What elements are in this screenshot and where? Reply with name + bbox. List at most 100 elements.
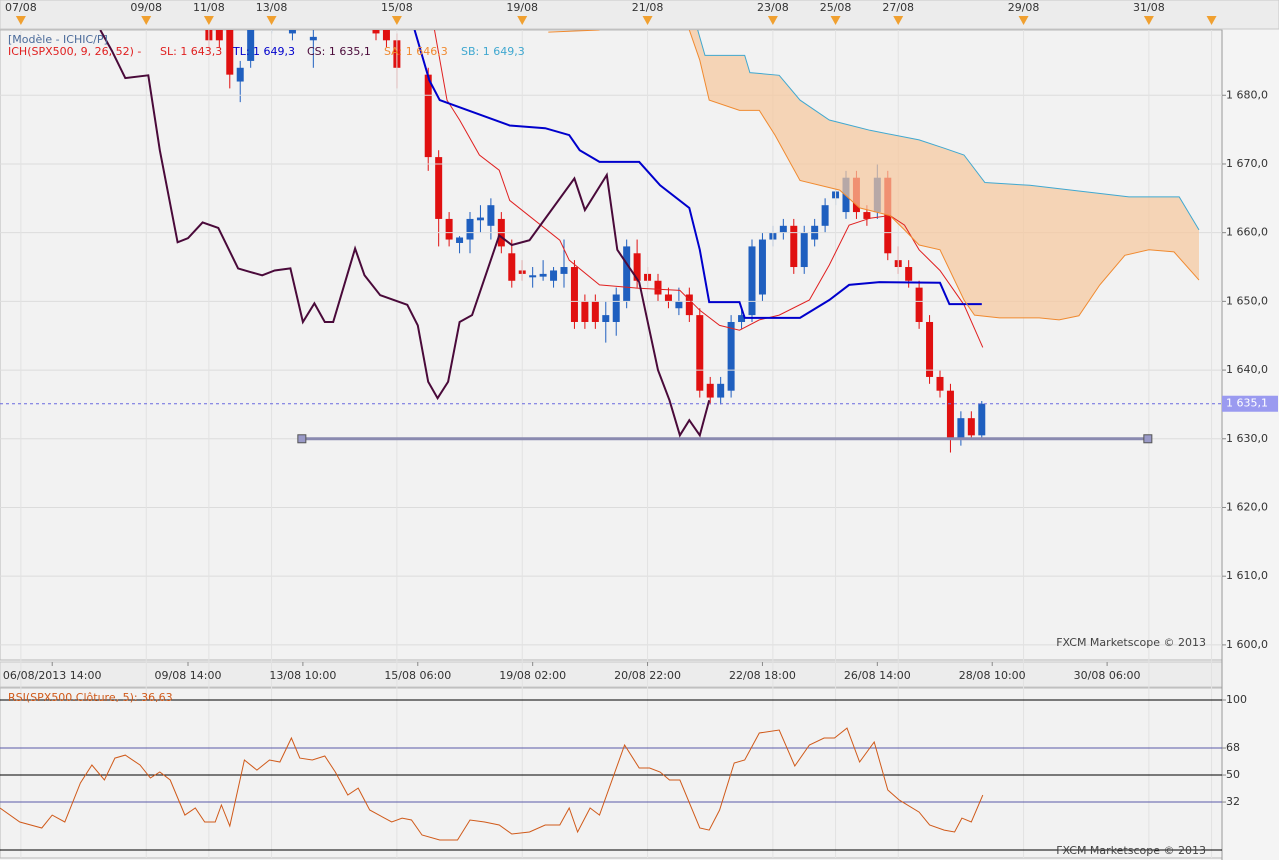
x2-tick-label: 19/08 <box>506 1 538 14</box>
candle-body <box>821 205 829 226</box>
top-tick-marker <box>266 16 277 25</box>
candle-body <box>748 246 756 316</box>
candle-body <box>654 280 662 295</box>
candle-body <box>529 275 537 278</box>
candle-body <box>487 205 495 226</box>
x2-tick-label: 07/08 <box>5 1 37 14</box>
y-tick-label: 68 <box>1226 741 1240 754</box>
x2-tick-label: 29/08 <box>1008 1 1040 14</box>
top-tick-marker <box>517 16 528 25</box>
candle-body <box>570 267 578 322</box>
chart-title: [Modèle - ICHIC/P] <box>8 33 108 46</box>
series-line <box>548 30 1200 321</box>
top-tick-marker <box>1206 16 1217 25</box>
bottom-axis <box>0 661 1223 688</box>
candle-body <box>717 383 725 398</box>
candle-body <box>591 301 599 322</box>
x-tick-label: 06/08/2013 14:00 <box>3 669 102 682</box>
candle-body <box>905 267 913 281</box>
candle-body <box>800 232 808 268</box>
support-handle <box>1143 434 1153 444</box>
legend-entry: SL: 1 643,3 <box>160 45 222 58</box>
candle-body <box>560 267 568 274</box>
candle-body <box>466 218 474 240</box>
legend-entry: CS: 1 635,1 <box>307 45 371 58</box>
x2-tick-label: 11/08 <box>193 1 225 14</box>
candle-body <box>247 30 255 61</box>
candle-body <box>967 418 975 436</box>
y-tick-label: 1 610,0 <box>1226 569 1268 582</box>
x-tick-label: 19/08 02:00 <box>499 669 566 682</box>
candle-body <box>779 225 787 233</box>
candle-body <box>664 294 672 302</box>
price-pane <box>0 29 1223 661</box>
y-tick-label: 1 600,0 <box>1226 638 1268 651</box>
candle-body <box>926 321 934 377</box>
candle-body <box>226 30 234 75</box>
x2-tick-label: 31/08 <box>1133 1 1165 14</box>
rsi-pane <box>0 687 1223 859</box>
x2-tick-label: 21/08 <box>632 1 664 14</box>
candle-body <box>706 383 714 398</box>
series-line <box>0 727 984 841</box>
candle-body <box>957 418 965 439</box>
x-tick-label: 20/08 22:00 <box>614 669 681 682</box>
y-tick-label: 100 <box>1226 693 1247 706</box>
y-tick-label: 1 620,0 <box>1226 500 1268 513</box>
candle-body <box>508 253 516 281</box>
candle-body <box>382 30 390 41</box>
top-axis <box>0 0 1279 30</box>
candle-body <box>790 225 798 268</box>
last-price-label: 1 635,1 <box>1226 397 1268 410</box>
y-tick-label: 32 <box>1226 795 1240 808</box>
series-line <box>99 30 711 438</box>
x-tick-label: 28/08 10:00 <box>959 669 1026 682</box>
series-line <box>697 30 1200 231</box>
legend-entry: SA: 1 646,3 <box>384 45 448 58</box>
candle-body <box>550 270 558 281</box>
series-line <box>413 30 982 319</box>
x2-tick-label: 13/08 <box>256 1 288 14</box>
top-tick-marker <box>203 16 214 25</box>
candle-body <box>978 403 986 436</box>
candle-body <box>456 237 464 243</box>
candle-body <box>602 315 610 322</box>
watermark: FXCM Marketscope © 2013 <box>1056 636 1206 649</box>
last-price-box <box>1222 395 1278 412</box>
candle-body <box>696 315 704 391</box>
y-tick-label: 1 630,0 <box>1226 432 1268 445</box>
candle-body <box>236 67 244 82</box>
candle-body <box>946 390 954 439</box>
candle-body <box>476 217 484 221</box>
candle-body <box>863 212 871 219</box>
legend-entry: SB: 1 649,3 <box>461 45 525 58</box>
candle-body <box>288 30 296 34</box>
x-tick-label: 30/08 06:00 <box>1074 669 1141 682</box>
y-tick-label: 1 670,0 <box>1226 157 1268 170</box>
candle-body <box>936 376 944 391</box>
top-tick-marker <box>767 16 778 25</box>
candle-body <box>633 253 641 281</box>
y-tick-label: 1 660,0 <box>1226 226 1268 239</box>
top-tick-marker <box>1143 16 1154 25</box>
top-tick-marker <box>642 16 653 25</box>
x2-tick-label: 15/08 <box>381 1 413 14</box>
candle-body <box>685 294 693 316</box>
candle-body <box>612 294 620 322</box>
candle-body <box>372 30 380 34</box>
ichimoku-cloud <box>689 30 1199 320</box>
candle-body <box>539 273 547 277</box>
indicator-label: ICH(SPX500, 9, 26, 52) - <box>8 45 141 58</box>
y-tick-label: 1 640,0 <box>1226 363 1268 376</box>
x-tick-label: 22/08 18:00 <box>729 669 796 682</box>
series-line <box>434 30 984 348</box>
candle-body <box>435 157 443 219</box>
watermark: FXCM Marketscope © 2013 <box>1056 844 1206 857</box>
top-tick-marker <box>391 16 402 25</box>
top-tick-marker <box>1018 16 1029 25</box>
chart-title: RSI(SPX500.Clôture, 5): 36,63 <box>8 691 173 704</box>
candle-body <box>758 239 766 295</box>
x-tick-label: 15/08 06:00 <box>384 669 451 682</box>
candle-body <box>915 287 923 322</box>
